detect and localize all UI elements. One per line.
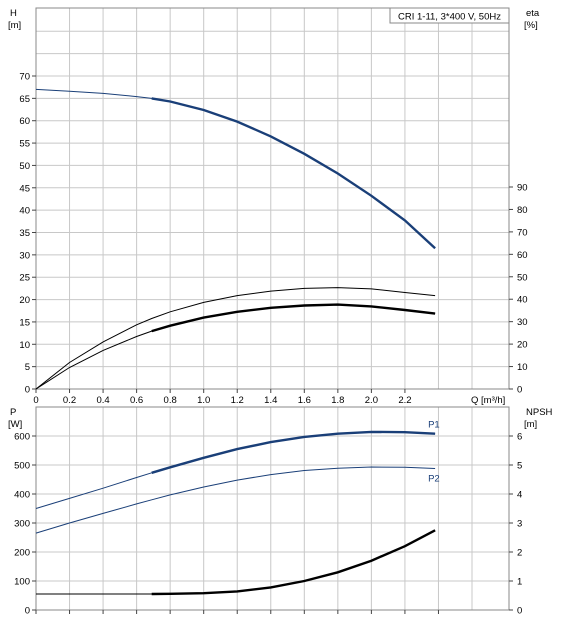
y-axis-label-left: P <box>10 407 16 418</box>
npsh-curve <box>36 529 436 595</box>
chart-title: CRI 1-11, 3*400 V, 50Hz <box>398 12 501 23</box>
x-tick-label: 1.8 <box>331 395 344 406</box>
y-tick-label-left: 500 <box>14 461 30 472</box>
y-tick-label-left: 40 <box>19 206 30 217</box>
y-tick-label-left: 70 <box>19 72 30 83</box>
y-tick-label-right: 30 <box>517 317 528 328</box>
y-axis-label-right: eta <box>526 8 540 19</box>
x-axis-label: Q [m³/h] <box>471 395 505 406</box>
y-axis-unit-left: [W] <box>8 419 22 430</box>
y-tick-label-right: 50 <box>517 272 528 283</box>
x-tick-label: 0.6 <box>130 395 143 406</box>
head-curve-duty <box>151 97 436 250</box>
y-tick-label-right: 4 <box>517 490 522 501</box>
efficiency-curve <box>35 287 436 390</box>
y-tick-label-right: 40 <box>517 295 528 306</box>
title-box <box>389 7 510 24</box>
power-p1-curve <box>35 431 436 509</box>
y-tick-label-left: 15 <box>19 317 30 328</box>
y-axis-label-left: H <box>10 8 17 19</box>
y-tick-label-left: 20 <box>19 295 30 306</box>
y-tick-label-left: 0 <box>25 385 30 396</box>
x-tick-label: 0.4 <box>96 395 109 406</box>
x-tick-label: 1.6 <box>298 395 311 406</box>
y-tick-label-left: 35 <box>19 228 30 239</box>
x-tick-label: 1.0 <box>197 395 210 406</box>
power-p2-curve <box>35 466 436 534</box>
y-tick-label-left: 45 <box>19 183 30 194</box>
head-efficiency-panel <box>32 7 513 390</box>
y-tick-label-left: 0 <box>25 606 30 617</box>
y-tick-label-right: 20 <box>517 340 528 351</box>
y-tick-label-right: 0 <box>517 385 522 396</box>
y-tick-label-right: 3 <box>517 519 522 530</box>
y-tick-label-left: 100 <box>14 577 30 588</box>
y-tick-label-left: 200 <box>14 548 30 559</box>
y-tick-label-right: 6 <box>517 432 522 443</box>
y-axis-label-right: NPSH <box>526 407 553 418</box>
y-tick-label-right: 0 <box>517 606 522 617</box>
y-tick-label-left: 10 <box>19 340 30 351</box>
y-tick-label-left: 50 <box>19 161 30 172</box>
y-tick-label-right: 1 <box>517 577 522 588</box>
series-label-p2: P2 <box>428 473 440 484</box>
power-npsh-panel <box>32 406 513 611</box>
x-tick-label: 0.8 <box>164 395 177 406</box>
y-tick-label-left: 25 <box>19 273 30 284</box>
y-tick-label-left: 600 <box>14 432 30 443</box>
y-axis-unit-right: [%] <box>524 20 538 31</box>
y-axis-unit-left: [m] <box>8 20 21 31</box>
y-tick-label-right: 10 <box>517 362 528 373</box>
y-tick-label-left: 300 <box>14 519 30 530</box>
x-tick-label: 0.2 <box>63 395 76 406</box>
plot-frame <box>35 7 510 390</box>
x-tick-label: 0 <box>33 395 38 406</box>
head-curve <box>35 88 436 249</box>
y-tick-label-left: 60 <box>19 116 30 127</box>
power-p1-curve-duty <box>151 430 436 474</box>
y-tick-label-left: 5 <box>25 362 30 373</box>
y-tick-label-right: 5 <box>517 461 522 472</box>
npsh-curve-duty <box>151 529 436 596</box>
x-tick-label: 2.2 <box>398 395 411 406</box>
y-tick-label-right: 80 <box>517 205 528 216</box>
y-tick-label-left: 55 <box>19 139 30 150</box>
y-tick-label-left: 400 <box>14 490 30 501</box>
y-tick-label-right: 90 <box>517 183 528 194</box>
series-label-p1: P1 <box>428 420 440 431</box>
y-tick-label-left: 30 <box>19 250 30 261</box>
y-tick-label-right: 60 <box>517 250 528 261</box>
x-tick-label: 1.2 <box>231 395 244 406</box>
efficiency-total-curve-duty <box>151 303 436 333</box>
y-tick-label-left: 65 <box>19 94 30 105</box>
y-axis-unit-right: [m] <box>524 419 537 430</box>
y-tick-label-right: 2 <box>517 548 522 559</box>
y-tick-label-right: 70 <box>517 227 528 238</box>
x-tick-label: 1.4 <box>264 395 277 406</box>
x-tick-label: 2.0 <box>365 395 378 406</box>
